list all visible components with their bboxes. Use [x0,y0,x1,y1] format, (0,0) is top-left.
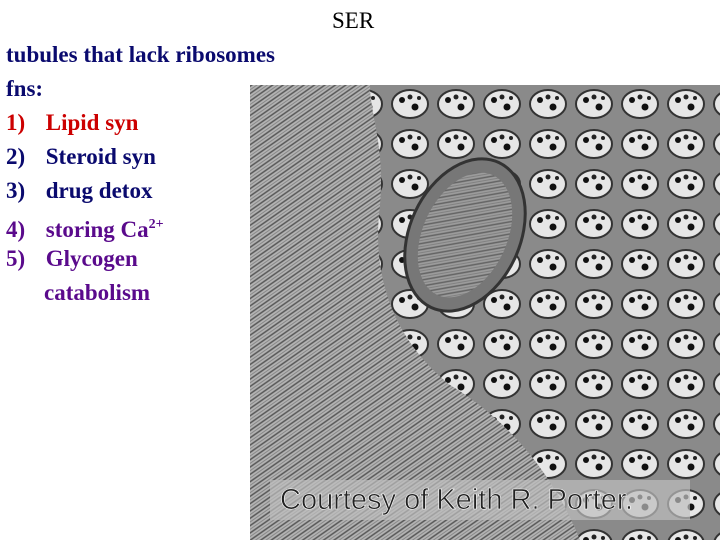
item-continuation: catabolism [44,280,151,305]
item-text: Glycogen [45,246,138,271]
item-text: Steroid syn [45,144,156,169]
item-number: 4) [6,217,26,242]
caption-band [270,480,690,520]
list-item: 2) Steroid syn [6,140,156,174]
item-text: Lipid syn [45,110,139,135]
subtitle: tubules that lack ribosomes [6,42,275,67]
micrograph: Courtesy of Keith R. Porter. [250,85,720,540]
nucleus-texture [417,172,513,298]
list-item: 5) Glycogen [6,242,138,276]
image-caption: Courtesy of Keith R. Porter. [280,484,633,516]
list-item: 1) Lipid syn [6,106,138,140]
superscript: 2+ [148,217,164,232]
item-text: storing Ca [45,217,149,242]
item-number: 1) [6,110,26,135]
item-number: 5) [6,246,26,271]
item-number: 3) [6,178,26,203]
slide-title: SER [332,8,375,33]
list-item: 3) drug detox [6,174,152,208]
list-heading: fns: [6,76,44,101]
list-item: 4) storing Ca2+ [6,208,164,247]
item-text: drug detox [45,178,153,203]
item-number: 2) [6,144,26,169]
